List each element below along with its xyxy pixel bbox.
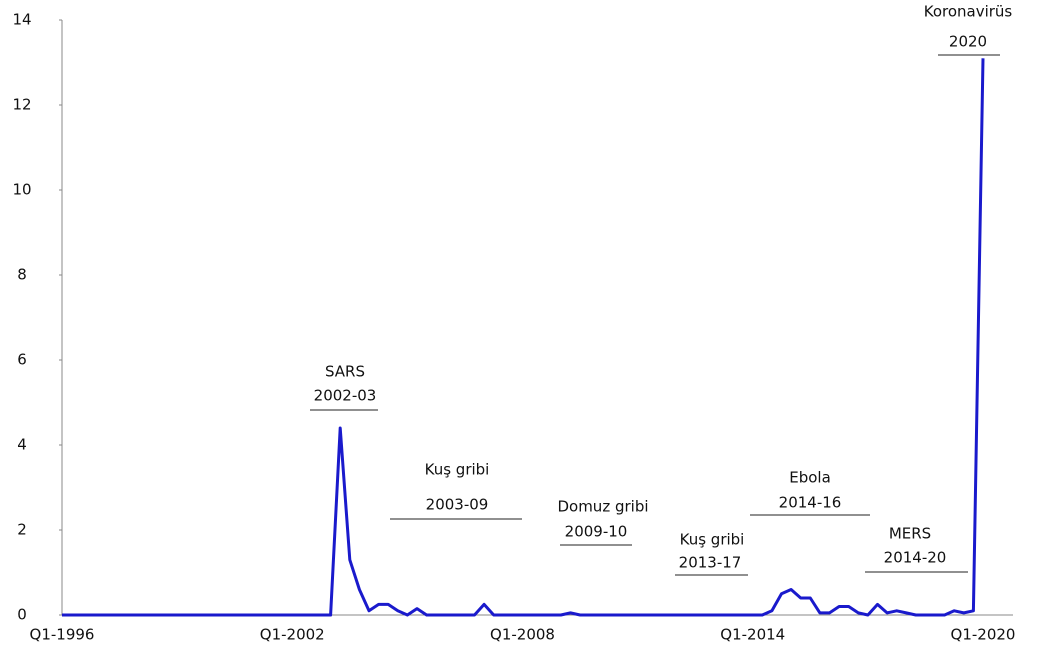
annotation-label: MERS [889,525,931,543]
y-tick-label: 2 [17,521,27,539]
y-tick-label: 6 [17,351,27,369]
x-tick-label: Q1-2002 [260,626,325,644]
annotation-label: Kuş gribi [680,531,745,549]
x-tick-label: Q1-2020 [951,626,1016,644]
annotation-period: 2020 [949,33,987,51]
y-tick-label: 8 [17,266,27,284]
annotation-label: SARS [325,363,365,381]
y-tick-label: 12 [12,96,31,114]
annotation-period: 2013-17 [679,554,742,572]
annotation-label: Domuz gribi [557,498,648,516]
x-tick-label: Q1-2008 [490,626,555,644]
annotation-label: Ebola [789,469,831,487]
annotation-label: Kuş gribi [425,461,490,479]
annotation-label: Koronavirüs [924,3,1013,21]
y-tick-label: 4 [17,436,27,454]
y-tick-label: 0 [17,606,27,624]
y-tick-label: 10 [12,181,31,199]
x-tick-label: Q1-2014 [720,626,785,644]
data-line [62,58,985,617]
x-tick-label: Q1-1996 [30,626,95,644]
y-tick-label: 14 [12,11,31,29]
annotation-period: 2009-10 [565,523,628,541]
annotation-period: 2002-03 [314,387,377,405]
annotation-period: 2003-09 [426,496,489,514]
annotation-period: 2014-20 [884,549,947,567]
annotation-period: 2014-16 [779,494,842,512]
